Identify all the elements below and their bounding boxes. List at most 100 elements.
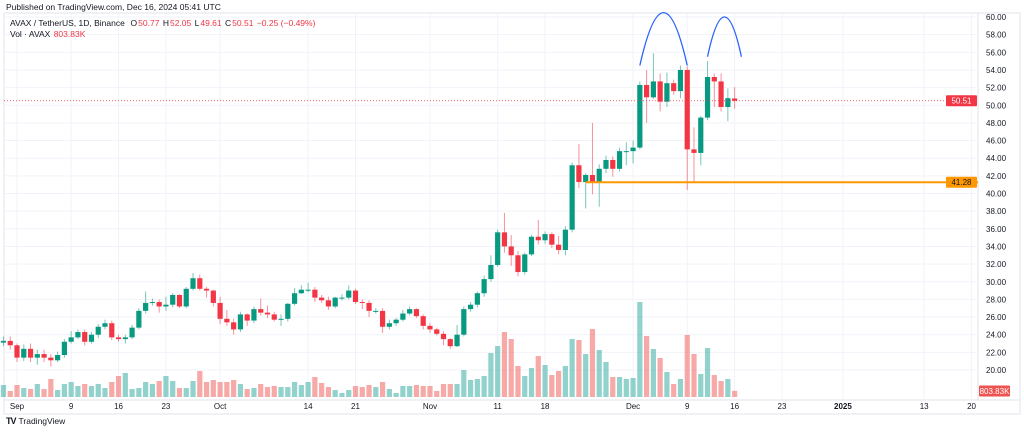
candle-body bbox=[677, 69, 684, 92]
volume-bar bbox=[732, 390, 738, 397]
candle-body bbox=[170, 294, 176, 305]
price-tick-label: 22.00 bbox=[986, 348, 1007, 357]
candle-body bbox=[237, 314, 244, 330]
candle-body bbox=[434, 329, 440, 334]
volume-bar bbox=[664, 372, 670, 397]
volume-bar bbox=[481, 376, 487, 397]
candle-body bbox=[41, 354, 47, 358]
price-tick-label: 20.00 bbox=[986, 366, 1007, 375]
volume-bar bbox=[298, 385, 304, 397]
volume-bar bbox=[319, 383, 325, 397]
candle-body bbox=[176, 294, 183, 307]
price-tick-label: 24.00 bbox=[986, 331, 1007, 340]
support-price-label: 41.28 bbox=[951, 178, 972, 187]
volume-bar bbox=[386, 389, 392, 397]
arc-drawing bbox=[706, 16, 743, 57]
candle-body bbox=[481, 279, 487, 294]
close-value: 50.51 bbox=[232, 18, 254, 28]
symbol-label[interactable]: AVAX / TetherUS, 1D, Binance bbox=[10, 18, 125, 28]
candle-body bbox=[542, 234, 548, 241]
price-axis[interactable]: 20.00 22.00 24.00 26.00 28.00 30.00 32.00 34.00… bbox=[946, 13, 1010, 397]
candle-body bbox=[630, 147, 636, 152]
volume-bar bbox=[203, 382, 210, 397]
candle-body bbox=[644, 84, 650, 98]
candle-body bbox=[549, 234, 555, 245]
volume-bar bbox=[522, 376, 528, 397]
candle-body bbox=[583, 174, 589, 183]
volume-bar bbox=[677, 379, 684, 397]
time-tick-label: 16 bbox=[730, 402, 739, 411]
candle-body bbox=[495, 232, 501, 265]
volume-bar bbox=[644, 336, 650, 397]
volume-bar bbox=[176, 388, 183, 397]
candle-body bbox=[569, 165, 575, 230]
volume-bar bbox=[325, 387, 332, 397]
volume-bar bbox=[88, 386, 95, 397]
candle-body bbox=[224, 318, 230, 323]
price-tick-label: 26.00 bbox=[986, 313, 1007, 322]
time-axis[interactable]: Sep 9 16 23 Oct 14 21 Nov 11 18 Dec 9 16 23 2025 13 20 bbox=[10, 402, 977, 411]
volume-bar bbox=[637, 302, 643, 397]
volume-bar bbox=[359, 387, 365, 397]
volume-bar bbox=[224, 382, 230, 397]
volume-bar bbox=[454, 384, 460, 397]
time-tick-label: 2025 bbox=[834, 402, 852, 411]
volume-bar bbox=[711, 375, 717, 397]
volume-bar bbox=[251, 388, 257, 397]
volume-bar bbox=[379, 382, 386, 397]
volume-bar bbox=[576, 340, 582, 397]
volume-bar bbox=[48, 379, 54, 397]
candle-body bbox=[413, 309, 420, 317]
price-tick-label: 58.00 bbox=[986, 31, 1007, 40]
volume-bar bbox=[21, 388, 27, 397]
volume-bar bbox=[447, 384, 453, 397]
volume-bar bbox=[143, 382, 149, 397]
volume-bar bbox=[718, 381, 724, 397]
volume-bar bbox=[332, 390, 338, 397]
candle-body bbox=[34, 354, 40, 358]
price-tick-label: 34.00 bbox=[986, 242, 1007, 251]
arc-drawing bbox=[639, 12, 688, 66]
price-tick-label: 60.00 bbox=[986, 13, 1007, 22]
volume-bar bbox=[129, 389, 135, 397]
volume-bar bbox=[183, 388, 189, 397]
low-label: L bbox=[194, 18, 200, 28]
time-tick-label: 9 bbox=[685, 402, 690, 411]
volume-bar bbox=[136, 388, 142, 397]
price-tick-label: 50.00 bbox=[986, 101, 1007, 110]
time-tick-label: 21 bbox=[351, 402, 360, 411]
candle-body bbox=[319, 297, 325, 301]
time-tick-label: 20 bbox=[967, 402, 976, 411]
volume-bar bbox=[27, 389, 34, 397]
candle-body bbox=[264, 312, 271, 315]
volume-bar bbox=[610, 377, 616, 397]
volume-bar bbox=[474, 379, 480, 397]
volume-bar bbox=[346, 390, 352, 397]
volume-bar bbox=[684, 335, 690, 397]
volume-bar bbox=[244, 389, 250, 397]
volume-bar bbox=[691, 354, 697, 397]
candle-body bbox=[488, 264, 494, 280]
candle-body bbox=[305, 289, 311, 291]
candle-body bbox=[711, 77, 717, 82]
time-tick-label: 14 bbox=[304, 402, 313, 411]
volume-bar bbox=[190, 381, 196, 397]
volume-bar bbox=[210, 380, 216, 397]
tradingview-logo[interactable]: TV TradingView bbox=[6, 416, 65, 426]
price-tick-label: 28.00 bbox=[986, 295, 1007, 304]
legend: AVAX / TetherUS, 1D, Binance O50.77 H52.… bbox=[10, 18, 316, 40]
volume-bar bbox=[271, 386, 277, 397]
candle-body bbox=[407, 309, 413, 314]
price-tick-label: 54.00 bbox=[986, 66, 1007, 75]
candles bbox=[0, 53, 738, 367]
volume-bar bbox=[657, 358, 663, 397]
volume-bar bbox=[427, 386, 433, 397]
volume-bar bbox=[14, 385, 20, 397]
volume-bar bbox=[312, 377, 318, 397]
candle-body bbox=[366, 302, 372, 311]
volume-value: 803.83K bbox=[53, 29, 86, 39]
last-price-label: 50.51 bbox=[951, 97, 972, 106]
candle-body bbox=[535, 236, 541, 241]
candle-body bbox=[725, 98, 731, 108]
